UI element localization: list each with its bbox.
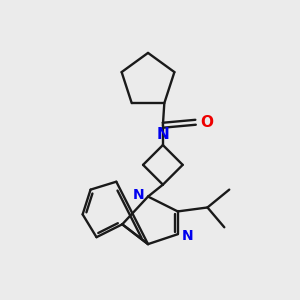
- Text: N: N: [157, 127, 169, 142]
- Text: N: N: [132, 188, 144, 202]
- Text: O: O: [200, 115, 214, 130]
- Text: N: N: [182, 229, 193, 243]
